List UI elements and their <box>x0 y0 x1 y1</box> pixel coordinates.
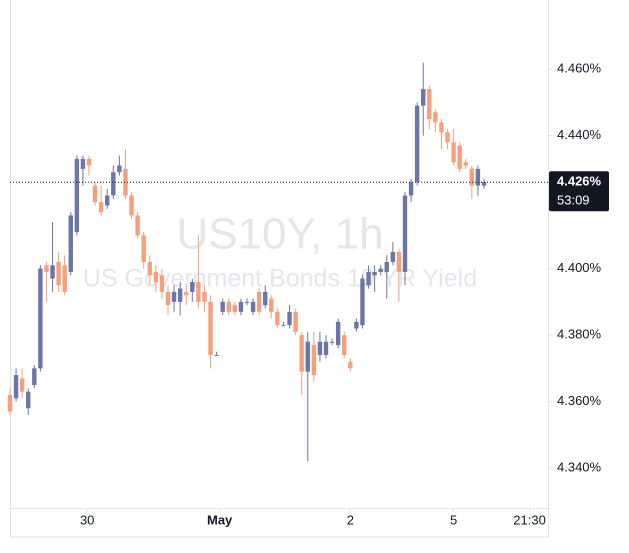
watermark-subtitle: US Government Bonds 10 YR Yield <box>83 265 477 293</box>
candle-body <box>439 122 444 133</box>
candle-body <box>366 271 371 286</box>
candle-body <box>147 261 152 276</box>
candle-body <box>311 345 317 376</box>
y-tick-label: 4.400% <box>557 260 602 275</box>
candle-body <box>153 271 159 282</box>
candle-body <box>244 301 250 303</box>
x-tick-label: 5 <box>450 512 457 527</box>
candle-body <box>475 168 481 186</box>
candle-body <box>214 355 219 357</box>
candle-body <box>38 268 43 369</box>
candle-body <box>281 325 286 327</box>
candle-body <box>348 361 353 369</box>
candle-body <box>427 89 432 120</box>
candle-body <box>92 185 98 203</box>
candle-body <box>299 335 304 372</box>
watermark-title: US10Y, 1h <box>176 210 383 259</box>
candle-body <box>220 301 225 312</box>
candle-body <box>445 132 450 143</box>
candle-body <box>421 89 426 106</box>
candle-body <box>433 112 438 123</box>
candle-body <box>384 261 389 272</box>
candle-body <box>323 341 329 356</box>
candle-body <box>208 301 213 356</box>
candle-body <box>378 268 383 272</box>
candle-body <box>457 145 462 169</box>
y-tick-label: 4.380% <box>557 327 602 342</box>
candle-body <box>190 281 195 292</box>
x-tick-label: May <box>207 512 233 527</box>
candle-body <box>129 195 134 216</box>
candle-body <box>335 321 341 346</box>
candle-body <box>117 165 122 173</box>
candle-body <box>86 158 92 166</box>
candle-body <box>305 341 310 372</box>
candle-body <box>232 305 238 312</box>
y-tick-label: 4.340% <box>557 460 602 475</box>
candle-body <box>171 291 177 302</box>
candle-body <box>7 394 13 412</box>
last-price-label: 4.426% <box>557 174 602 189</box>
candle-body <box>68 215 73 272</box>
candle-body <box>32 368 37 385</box>
y-tick-label: 4.440% <box>557 127 602 142</box>
candle-body <box>451 142 456 163</box>
candle-body <box>50 265 55 279</box>
candle-body <box>481 182 487 186</box>
candle-body <box>342 335 347 356</box>
candle-body <box>469 168 475 186</box>
candle-body <box>275 311 280 326</box>
candle-body <box>13 375 19 399</box>
candle-body <box>165 291 171 306</box>
candle-body <box>360 278 365 326</box>
candle-body <box>56 261 61 286</box>
candle-body <box>62 265 67 292</box>
countdown-label: 53:09 <box>557 193 590 208</box>
candle-body <box>396 252 402 272</box>
candle-body <box>44 265 49 272</box>
candle-body <box>293 311 298 332</box>
candle-body <box>159 275 165 292</box>
candle-body <box>74 158 80 233</box>
candle-body <box>287 311 292 326</box>
candle-body <box>105 195 110 206</box>
last-price-box <box>549 171 609 212</box>
candle-body <box>256 291 262 312</box>
candle-body <box>390 252 396 262</box>
candle-body <box>354 321 359 329</box>
x-tick-label: 2 <box>347 512 354 527</box>
candle-body <box>19 378 25 392</box>
candle-body <box>263 291 268 306</box>
candle-body <box>177 288 183 302</box>
candle-body <box>408 182 414 196</box>
candle-body <box>26 391 31 409</box>
candle-body <box>414 105 420 183</box>
candle-body <box>80 158 86 169</box>
candle-body <box>402 195 408 272</box>
y-tick-label: 4.460% <box>557 61 602 76</box>
candle-body <box>463 162 468 166</box>
candle-body <box>184 291 189 296</box>
candle-body <box>123 168 128 196</box>
candle-body <box>98 202 104 213</box>
candle-body <box>202 291 207 302</box>
candle-body <box>250 301 256 312</box>
candle-body <box>372 271 377 276</box>
candle-body <box>226 301 231 312</box>
candle-body <box>238 301 244 312</box>
candle-body <box>329 341 335 343</box>
x-tick-label: 21:30 <box>513 512 546 527</box>
y-tick-label: 4.360% <box>557 393 602 408</box>
candle-body <box>135 215 140 236</box>
candle-body <box>317 341 323 356</box>
candle-body <box>141 235 146 262</box>
x-tick-label: 30 <box>80 512 94 527</box>
candle-body <box>196 281 201 302</box>
candle-body <box>269 298 274 312</box>
candle-body <box>111 172 116 196</box>
